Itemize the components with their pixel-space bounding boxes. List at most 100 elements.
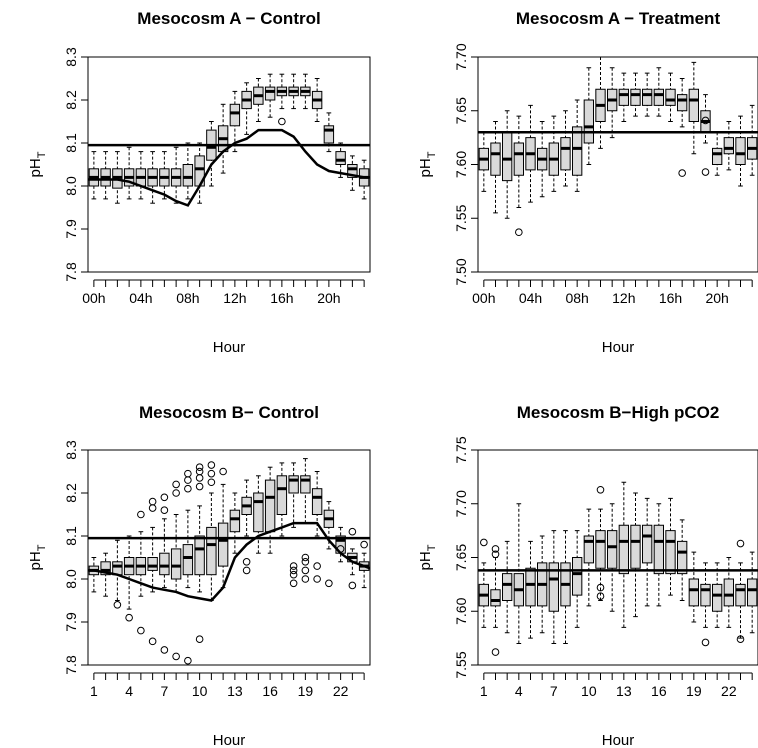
outlier-point [313,575,321,583]
plot-area [88,73,370,207]
outlier-point [172,480,180,489]
box-hour-23 [347,155,358,191]
box-hour-12 [607,67,618,139]
outlier-point [491,545,500,553]
outlier-point [301,558,310,566]
y-tick-label: 8.1 [63,133,79,153]
iqr-box [253,492,264,533]
y-tick-label: 8.2 [63,483,79,503]
y-tick-label: 8.3 [63,47,79,67]
box-hour-18 [677,78,688,128]
box-hour-22 [723,557,735,628]
x-tick-label: 13 [616,683,632,699]
box-hour-9 [572,530,583,628]
iqr-box [206,526,217,576]
x-axis-label: Hour [602,339,635,356]
iqr-box [688,578,700,607]
iqr-box [747,578,758,607]
iqr-box [723,578,735,607]
iqr-box [688,88,700,122]
iqr-box [700,583,711,607]
box-hour-4 [513,503,525,644]
box-hour-24 [358,159,370,200]
x-tick-label: 20h [705,290,728,306]
box-hour-5 [135,151,147,200]
chart-title: Mesocosm A − Control [137,9,320,28]
x-tick-label: 4 [125,683,133,699]
x-tick-label: 7 [550,683,558,699]
x-tick-label: 10 [192,683,208,699]
box-hour-19 [688,551,700,623]
outlier-point [184,484,192,493]
y-axis-label-subscript: T [426,151,438,158]
box-hour-13 [229,492,241,554]
outlier-point [325,579,333,588]
iqr-box [607,530,618,569]
y-tick-label: 7.65 [453,97,469,124]
y-axis-label: pHT [417,544,438,570]
box-hour-23 [735,115,746,187]
iqr-box [217,522,229,567]
x-tick-label: 16 [262,683,278,699]
box-hour-23 [735,562,746,639]
iqr-box [665,88,676,106]
box-hour-5 [525,540,536,639]
x-tick-label: 22 [333,683,349,699]
x-axis-label: Hour [213,732,246,748]
outlier-point [701,638,710,647]
box-hour-10 [194,142,205,204]
box-hour-12 [607,503,618,612]
box-hour-4 [123,535,135,610]
outlier-point [195,463,204,472]
iqr-box [677,540,688,575]
outlier-point [160,506,169,515]
outlier-point [301,566,310,575]
outlier-point [491,550,500,559]
iqr-box [502,573,513,601]
box-hour-13 [618,481,630,628]
outlier-point [184,476,192,484]
box-hour-17 [276,73,288,110]
outlier-point [301,553,310,562]
box-hour-4 [123,146,135,200]
x-tick-label: 04h [129,290,152,306]
x-tick-label: 16 [651,683,667,699]
outlier-point [148,497,157,506]
box-hour-3 [502,110,513,219]
box-hour-24 [747,551,758,634]
box-hour-16 [653,67,665,117]
box-hour-10 [194,505,205,593]
box-hour-20 [700,562,711,628]
box-hour-11 [206,121,217,187]
iqr-box [100,561,111,576]
outlier-point [736,539,745,548]
outlier-point [184,469,192,478]
outlier-point [184,656,192,665]
iqr-box [642,524,653,564]
outlier-point [148,637,157,646]
iqr-box [572,557,583,596]
outlier-point [289,562,298,570]
box-hour-2 [490,557,501,628]
box-hour-7 [548,530,560,644]
box-hour-16 [264,466,276,554]
outlier-point [195,635,204,644]
x-tick-label: 00h [472,290,495,306]
box-hour-1 [478,131,489,192]
outlier-point [596,485,605,494]
chart-panel-3: Mesocosm B− Control 7.8 7.9 8.0 8.1 8.2 8.3 1 4 7… [27,403,371,748]
box-hour-15 [642,497,653,607]
box-hour-22 [335,142,346,178]
iqr-box [300,475,311,494]
outlier-point [137,626,145,635]
box-hour-11 [595,508,606,601]
outlier-point [701,116,710,125]
y-axis-label: pHT [27,544,48,570]
box-hour-2 [490,121,501,214]
y-tick-label: 7.60 [453,151,469,178]
iqr-box [170,548,182,580]
chart-title: Mesocosm B− Control [139,403,319,422]
iqr-box [112,561,123,576]
box-hour-6 [537,535,548,634]
